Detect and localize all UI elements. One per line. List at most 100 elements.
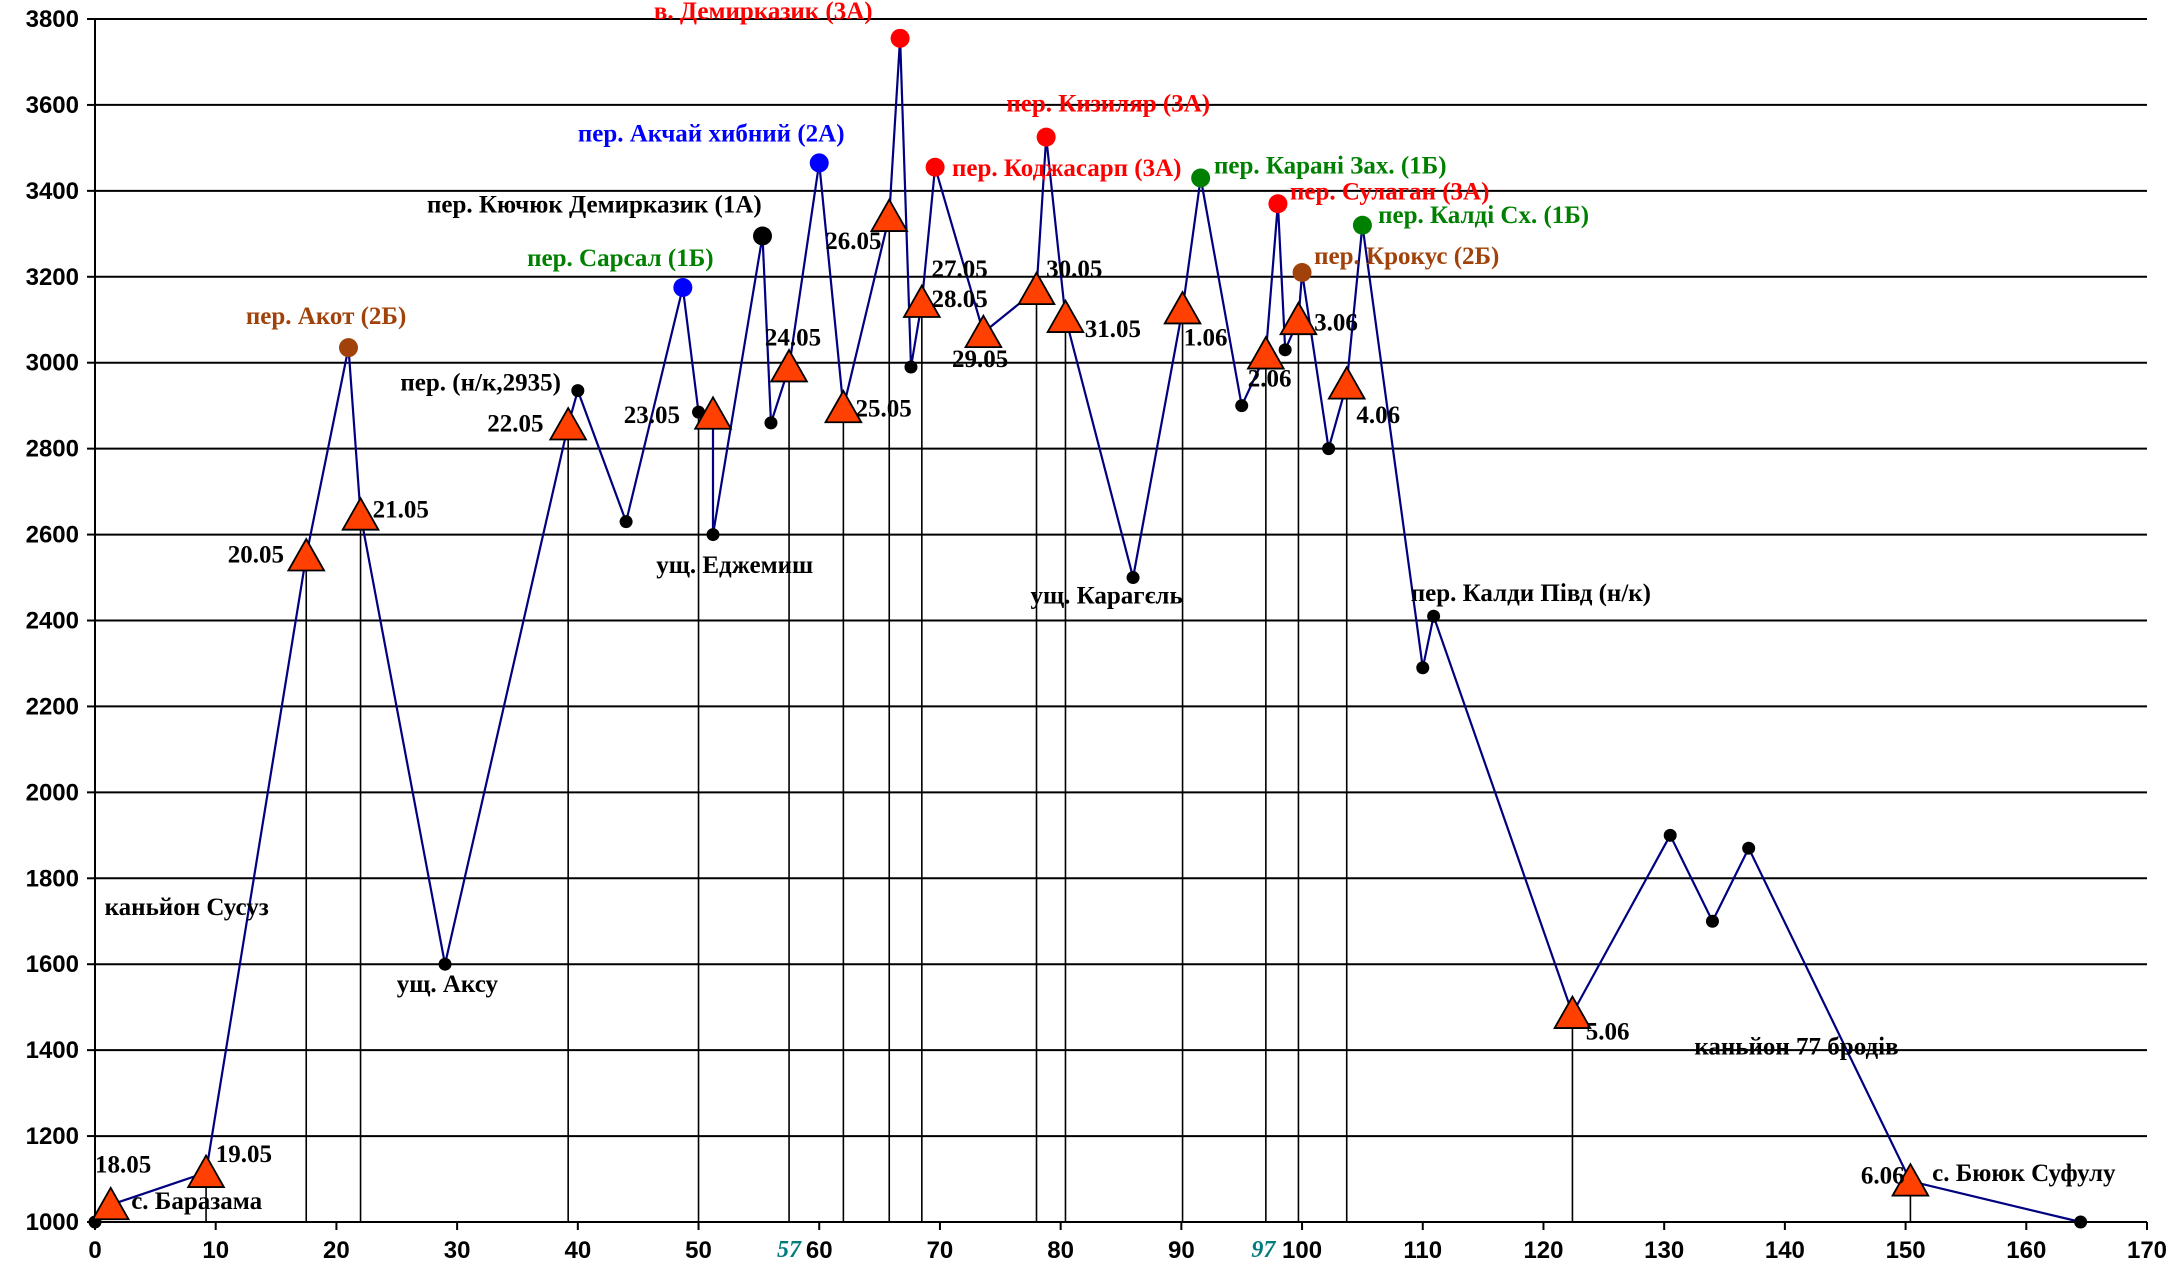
x-tick-label: 10 xyxy=(202,1237,229,1264)
camp-marker xyxy=(963,313,1003,348)
x-tick-label: 150 xyxy=(1886,1237,1926,1264)
point-marker xyxy=(1663,828,1677,842)
camp-marker xyxy=(693,395,733,430)
point-marker xyxy=(1235,399,1249,413)
y-tick-label: 1800 xyxy=(26,865,79,892)
pass-marker xyxy=(338,338,358,358)
y-tick-label: 1400 xyxy=(26,1037,79,1064)
x-tick-label: 20 xyxy=(323,1237,350,1264)
camp-marker xyxy=(1246,335,1286,370)
annotations: 18.05 19.05 с. Баразама каньйон Сусуз 20.05 2… xyxy=(95,0,2116,1263)
annotation-label: каньйон Сусуз xyxy=(105,894,269,921)
camp-marker xyxy=(91,1185,131,1221)
camp-marker xyxy=(902,283,942,318)
annotation-label: пер. Калді Сх. (1Б) xyxy=(1378,202,1589,229)
annotation-label: 18.05 xyxy=(95,1152,151,1179)
y-tick-label: 2600 xyxy=(26,522,79,549)
annotation-label: 5.06 xyxy=(1586,1018,1630,1045)
point-marker xyxy=(1126,571,1140,585)
y-tick-label: 3200 xyxy=(26,264,79,291)
y-tick-label: 2200 xyxy=(26,693,79,720)
camp-marker xyxy=(1046,298,1085,333)
pass-marker xyxy=(890,28,910,48)
y-tick-label: 1600 xyxy=(26,951,79,978)
x-tick-label: 110 xyxy=(1403,1237,1442,1264)
x-tick-label: 0 xyxy=(88,1237,101,1264)
annotation-label: 30.05 xyxy=(1046,256,1102,283)
annotation-label: пер. Коджасарп (3А) xyxy=(952,155,1182,182)
y-tick-label: 2000 xyxy=(26,779,79,806)
x-tick-label: 50 xyxy=(685,1237,712,1264)
camp-marker xyxy=(1553,994,1592,1029)
annotation-label: ущ. Аксу xyxy=(397,971,499,998)
annotation-label: 22.05 xyxy=(487,410,543,437)
annotation-label: 25.05 xyxy=(855,395,911,422)
annotation-label: 24.05 xyxy=(765,325,821,352)
point-marker xyxy=(1427,609,1441,623)
point-marker xyxy=(904,360,918,374)
gridlines xyxy=(95,18,2147,1223)
y-tick-label: 3400 xyxy=(26,178,79,205)
annotation-label: пер. Кизиляр (3А) xyxy=(1006,90,1210,117)
point-marker xyxy=(764,416,778,430)
camp-drop-lines xyxy=(205,216,1912,1222)
y-tick-label: 3600 xyxy=(26,92,79,119)
annotation-label: 2.06 xyxy=(1248,365,1292,392)
y-tick-label: 1200 xyxy=(26,1123,79,1150)
point-marker xyxy=(1322,442,1336,456)
x-tick-label: 30 xyxy=(444,1237,471,1264)
camp-marker xyxy=(1163,290,1202,325)
annotation-label: пер. Карані Зах. (1Б) xyxy=(1214,153,1447,180)
annotation-label: с. Баразама xyxy=(131,1188,262,1215)
annotation-label: 19.05 xyxy=(216,1141,272,1168)
point-marker xyxy=(1416,661,1430,675)
pass-marker xyxy=(1352,215,1372,235)
camp-marker xyxy=(341,496,380,531)
x-tick-label: 140 xyxy=(1765,1237,1805,1264)
annotation-label: 21.05 xyxy=(373,496,429,523)
annotation-label: пер. (н/к,2935) xyxy=(400,370,561,397)
route-markers xyxy=(88,28,2088,1229)
annotation-label: 31.05 xyxy=(1085,316,1141,343)
x-tick-label: 130 xyxy=(1644,1237,1684,1264)
point-marker xyxy=(619,515,633,529)
pass-marker xyxy=(1292,262,1312,282)
pass-marker xyxy=(809,153,829,173)
y-tick-label: 2800 xyxy=(26,436,79,463)
x-tick-label: 40 xyxy=(564,1237,591,1264)
camp-marker xyxy=(1017,270,1056,306)
y-tick-label: 3800 xyxy=(26,6,79,33)
annotation-label: 6.06 xyxy=(1861,1162,1905,1189)
x-tick-label: 90 xyxy=(1168,1237,1195,1264)
point-marker xyxy=(1705,914,1719,928)
camp-marker xyxy=(823,389,863,424)
camp-marker xyxy=(286,537,326,572)
y-tick-label: 2400 xyxy=(26,608,79,635)
x-tick-label: 60 xyxy=(806,1237,833,1264)
y-tick-label: 1000 xyxy=(26,1209,79,1236)
camp-marker xyxy=(1279,300,1318,336)
x-tick-labels: 0 10 20 30 40 50 60 70 80 90 100 110 120 130 140 150 160… xyxy=(88,1237,2167,1264)
x-tick-label: 170 xyxy=(2127,1237,2167,1264)
y-tick-labels: 1000 1200 1400 1600 1800 2000 2200 2400 2600 2800… xyxy=(26,6,79,1236)
axis-note: 57 xyxy=(777,1237,802,1263)
x-tick-label: 80 xyxy=(1047,1237,1074,1264)
point-marker xyxy=(1278,343,1292,357)
camp-marker xyxy=(186,1153,226,1188)
axis-note: 97 xyxy=(1251,1237,1276,1263)
pass-marker xyxy=(1191,168,1211,188)
pass-marker xyxy=(753,226,773,246)
camp-marker xyxy=(869,197,909,232)
pass-marker xyxy=(1268,194,1288,214)
point-marker xyxy=(1742,841,1756,855)
annotation-label: пер. Кючюк Демирказик (1А) xyxy=(427,191,762,218)
point-marker xyxy=(706,528,720,542)
pass-marker xyxy=(1036,127,1056,147)
annotation-label: 27.05 xyxy=(931,256,987,283)
camp-marker xyxy=(1891,1162,1930,1197)
axes xyxy=(87,18,2148,1230)
annotation-label: пер. Крокус (2Б) xyxy=(1314,243,1499,270)
annotation-label: каньйон 77 бродів xyxy=(1694,1033,1898,1060)
annotation-label: 3.06 xyxy=(1314,309,1358,336)
